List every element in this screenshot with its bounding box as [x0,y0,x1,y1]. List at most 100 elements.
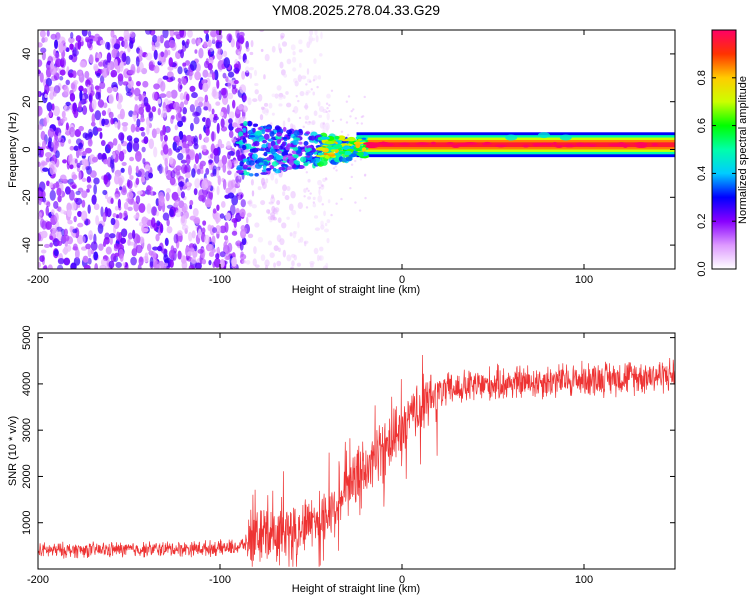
spectrogram-cell [292,56,297,63]
spectrogram-cell [320,159,328,166]
spectrogram-cell [43,264,48,269]
spectrogram-cell [81,158,88,166]
spectrogram-cell [95,91,101,100]
spectrogram-cell [162,144,169,155]
spectrogram-cell [315,35,319,43]
spectrogram-cell [226,33,233,42]
spectrogram-cell [323,152,329,156]
spectrogram-cell [345,156,353,162]
spectrogram-cell [268,102,273,109]
spectrogram-cell [238,86,242,90]
spectrogram-cell [189,247,195,253]
spectrogram-cell [299,62,302,68]
spectrogram-cell [79,60,87,68]
spectrogram-cell [244,227,248,233]
spectrogram-cell [216,204,220,211]
spectrogram-cell [87,138,93,147]
spectrogram-cell [293,130,300,137]
spectrogram-cell [194,153,199,165]
spectrogram-cell [189,204,193,210]
spectrogram-cell [282,136,288,140]
spectrogram-cell [177,152,184,161]
spectrogram-cell [213,113,218,119]
spectrogram-cell [159,34,164,44]
spectrogram-cell [274,125,281,131]
spectrogram-cell [159,93,167,98]
spectrogram-cell [151,44,156,52]
spectrogram-cell [73,145,79,151]
spectrogram-cell [295,95,298,98]
spectrogram-cell [268,201,274,205]
spectrogram-cell [112,224,117,235]
spectrogram-cell [38,212,42,218]
spectrogram-cell [53,249,59,257]
spectrogram-cell [140,131,146,137]
spectrogram-cell [177,81,183,93]
spectrogram-cell [341,139,350,142]
spectrogram-cell [210,172,215,177]
spectrogram-cell [225,212,231,221]
spectrogram-cell [99,131,103,140]
spectrogram-cell [81,199,86,208]
spectrogram-cell [290,191,295,198]
spectrogram-cell [110,197,114,205]
spectrogram-cell [298,141,303,145]
spectrogram-cell [354,117,358,120]
spectrogram-cell [142,80,149,88]
spectrogram-cell [112,151,116,160]
spectrogram-cell [115,214,120,219]
spectrogram-cell [430,141,437,145]
spectrogram-cell [211,248,216,253]
spectrogram-cell [269,130,275,137]
spectrogram-cell [349,115,352,118]
spectrogram-cell [43,243,51,249]
spectrogram-cell [222,178,227,190]
spectrogram-cell [38,142,41,147]
spectrogram-cell [228,118,233,124]
spectrogram-cell [276,234,282,243]
spectrogram-cell [330,89,334,93]
spectrogram-cell [253,140,260,147]
spectrogram-cell [356,151,364,157]
spectrogram-cell [132,229,136,239]
spectrogram-image [38,30,675,269]
spectrogram-cell [69,164,74,170]
spectrogram-cell [345,100,349,103]
spectrogram-cell [49,242,53,248]
spectrogram-cell [118,150,125,162]
spectrogram-cell [231,122,238,128]
spectrogram-cell [191,230,196,239]
spectrogram-cell [225,250,231,260]
spectrogram-cell [68,189,75,201]
spectrogram-cell [285,102,292,108]
spectrogram-cell [107,141,114,149]
spectrogram-cell [201,227,206,234]
spectrogram-cell [113,43,120,50]
spectrogram-cell [160,51,165,58]
spectrogram-cell [72,102,78,113]
spectrogram-cell [39,72,44,83]
spectrogram-cell [85,147,92,154]
spectrogram-cell [326,219,331,224]
spectrogram-cell [126,191,134,200]
spectrogram-cell [277,150,283,154]
spectrogram-cell [82,150,87,156]
spectrogram-cell [63,104,68,111]
spectrogram-cell [327,199,331,204]
spectrogram-cell [280,35,285,39]
spectrogram-cell [212,165,218,175]
spectrogram-cell [260,48,264,52]
spectrogram-cell [84,70,90,79]
spectrogram-cell [226,104,230,115]
spectrogram-cell [117,93,123,104]
spectrogram-cell [274,93,279,99]
spectrogram-cell [81,190,88,199]
spectrogram-cell [169,259,174,268]
spectrogram-cell [183,99,189,105]
spectrogram-cell [317,195,323,203]
spectrogram-cell [95,215,100,226]
spectrogram-cell [305,187,309,190]
spectrogram-cell [263,151,268,157]
spectrogram-cell [46,60,52,66]
